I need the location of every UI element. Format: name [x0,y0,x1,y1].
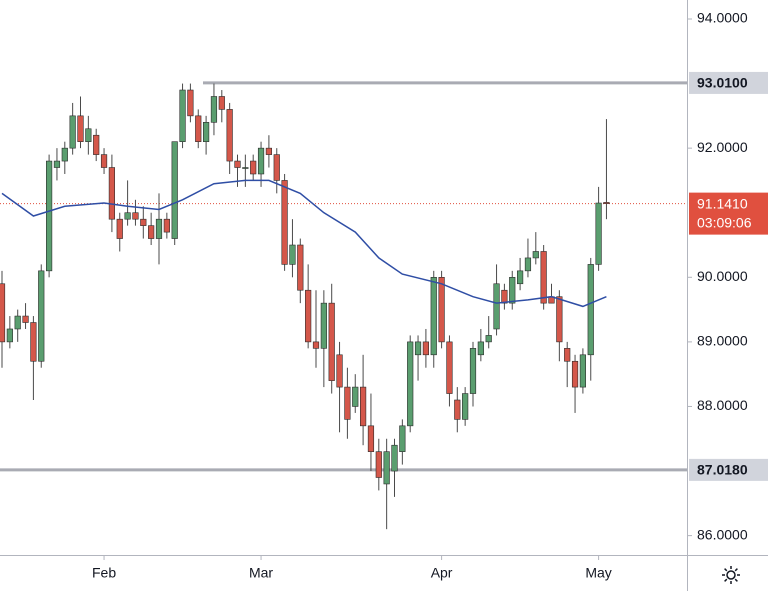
candle-body [446,341,453,394]
candle-body [297,244,304,291]
candle-body [430,277,437,356]
candle-body [422,341,430,356]
candle-body [61,147,68,162]
candle-body [414,341,422,356]
candle-body [289,244,296,265]
candle-body [163,218,170,233]
candle-body [257,147,265,175]
candle-body [540,251,547,304]
candle-body [93,134,100,155]
level-tag [689,458,768,481]
candle-body [38,270,45,362]
candle-body [218,96,225,110]
candle-body [564,348,571,362]
candle-body [485,335,492,343]
candle-body [595,202,602,265]
candle-body [375,451,382,478]
candle-body [477,341,484,356]
candle-body [312,341,320,349]
candle-body [124,212,131,220]
y-tick-label: 89.0000 [697,333,748,349]
candle-body [116,218,123,239]
candle-body [132,212,139,220]
candle-body [407,341,414,427]
candle-body [532,251,539,259]
candle-body [53,160,61,168]
x-tick-label: Mar [249,565,273,581]
candle-body [6,328,13,343]
candle-body [155,218,163,239]
candle-body [22,315,29,323]
candle-body [524,257,532,272]
candle-body [320,302,327,349]
candle-body [30,322,37,362]
candle-body [305,289,312,343]
candle-body [603,202,610,204]
candle-body [571,360,579,388]
y-tick-label: 90.0000 [697,268,748,284]
candle-body [281,180,288,265]
moving-average [1,179,607,308]
x-tick-label: Feb [92,565,116,581]
candle-body [226,109,233,162]
candle-body [148,225,155,239]
candle-body [352,386,359,407]
candle-body [273,154,280,181]
candle-body [454,399,461,420]
candle-body [187,89,194,117]
candle-body [328,302,335,381]
y-tick-label: 94.0000 [697,10,748,26]
candle-body [195,115,202,142]
last-price-label: 91.1410 [697,195,748,211]
candle-body [140,218,147,226]
candle-body [399,425,406,452]
candle-body [108,167,115,220]
countdown-label: 03:09:06 [697,214,752,230]
candle-body [171,141,178,239]
candle-body [391,444,398,472]
candle-body [250,160,257,175]
y-tick-label: 86.0000 [697,526,748,542]
candle-body [493,283,500,330]
candle-body [344,386,351,420]
y-tick-label: 92.0000 [697,139,748,155]
last-price-tag [689,192,768,235]
candle-body [438,277,445,343]
candle-body [587,264,594,356]
candle-body [265,147,273,155]
candle-body [383,451,390,485]
plot [0,81,687,530]
level-label: 93.0100 [697,75,748,91]
candle-body [100,154,108,168]
candle-body [14,315,21,330]
x-tick-label: May [585,565,611,581]
candle-body [462,393,469,420]
candle-body [77,115,84,142]
candle-body [203,122,210,142]
candle-body [556,296,563,343]
candle-body [359,386,367,427]
y-tick-label: 88.0000 [697,397,748,413]
candle-body [501,289,508,304]
candle-body [336,354,343,388]
candle-body [0,283,6,343]
candle-body [69,115,76,149]
candle-body [45,160,53,272]
level-tag [689,71,768,94]
x-tick-label: Apr [431,565,453,581]
settings-icon[interactable] [722,566,740,584]
candle-body [234,160,241,168]
candle-body [516,270,524,285]
candle-body [367,425,375,452]
candle-body [509,277,516,304]
level-label: 87.0180 [697,462,748,478]
candle-body [579,354,586,388]
candle-body [85,128,92,142]
candle-body [469,348,477,394]
candle-body [179,89,186,142]
candle-body [210,96,218,123]
candle-body [242,167,249,169]
